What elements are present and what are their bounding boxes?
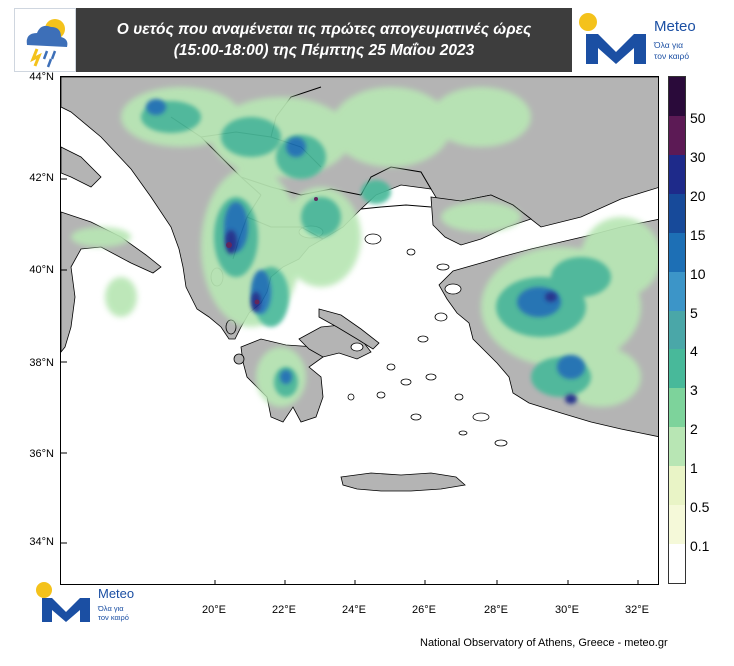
lon-label-26: 26°E: [412, 604, 436, 616]
lat-label-34: 34°N: [29, 536, 54, 548]
lat-label-44: 44°N: [29, 71, 54, 83]
rain-cloud-sun-icon: [26, 19, 68, 68]
legend-swatch: [669, 505, 685, 545]
title-line-2: (15:00-18:00) της Πέμπτης 25 Μαΐου 2023: [173, 42, 475, 59]
legend-swatch: [669, 115, 685, 156]
italy-land: [61, 146, 102, 188]
credit-text: National Observatory of Athens, Greece -…: [420, 637, 668, 649]
legend-swatch: [669, 349, 685, 389]
lon-label-20: 20°E: [202, 604, 226, 616]
legend-swatch: [669, 77, 685, 117]
lon-label-28: 28°E: [484, 604, 508, 616]
legend-swatch: [669, 232, 685, 273]
precipitation-legend: [668, 76, 686, 584]
legend-label: 0.5: [690, 499, 710, 516]
precipitation-field: [71, 87, 658, 407]
map-title: Ο υετός που αναμένεται τις πρώτες απογευ…: [76, 8, 572, 72]
meteo-logo: Meteo Όλα για τον καιρό: [572, 8, 720, 72]
legend-label: 10: [690, 265, 706, 282]
legend-swatch: [669, 154, 685, 195]
brand-tagline-2: τον καιρό: [654, 51, 690, 61]
lat-label-42: 42°N: [29, 172, 54, 184]
watermark-tagline-1: Όλα για: [98, 604, 124, 613]
lat-label-36: 36°N: [29, 448, 54, 460]
legend-swatch: [669, 388, 685, 428]
legend-swatch: [669, 193, 685, 234]
watermark-brand-name: Meteo: [98, 586, 135, 601]
legend-label: 1: [690, 460, 698, 477]
precipitation-map: [60, 76, 659, 585]
legend-swatch: [669, 466, 685, 506]
legend-swatch: [669, 544, 685, 584]
legend-label: 50: [690, 109, 706, 126]
meteo-watermark-icon: [36, 582, 90, 622]
legend-label: 5: [690, 304, 698, 321]
legend-label: 15: [690, 226, 706, 243]
title-line-1: Ο υετός που αναμένεται τις πρώτες απογευ…: [116, 21, 532, 38]
lon-label-30: 30°E: [555, 604, 579, 616]
brand-tagline-1: Όλα για: [654, 40, 684, 50]
legend-label: 3: [690, 382, 698, 399]
brand-name: Meteo: [654, 18, 696, 35]
lat-label-38: 38°N: [29, 357, 54, 369]
lat-label-40: 40°N: [29, 264, 54, 276]
legend-label: 0.1: [690, 538, 710, 555]
legend-label: 30: [690, 148, 706, 165]
weather-icon-tile: [14, 8, 76, 72]
lon-label-22: 22°E: [272, 604, 296, 616]
evia-land: [318, 308, 380, 350]
lon-label-32: 32°E: [625, 604, 649, 616]
precipitation-map-canvas: [61, 77, 658, 584]
legend-swatch: [669, 271, 685, 312]
legend-swatch: [669, 427, 685, 467]
lon-label-24: 24°E: [342, 604, 366, 616]
legend-swatch: [669, 310, 685, 350]
crete-land: [340, 472, 466, 492]
meteo-watermark: Meteo Όλα για τον καιρό: [34, 580, 164, 626]
legend-label: 20: [690, 187, 706, 204]
legend-label: 2: [690, 421, 698, 438]
legend-label: 4: [690, 343, 698, 360]
watermark-tagline-2: τον καιρό: [98, 613, 129, 622]
meteo-logo-icon: [579, 13, 646, 64]
graticule-ticks: [61, 178, 639, 584]
